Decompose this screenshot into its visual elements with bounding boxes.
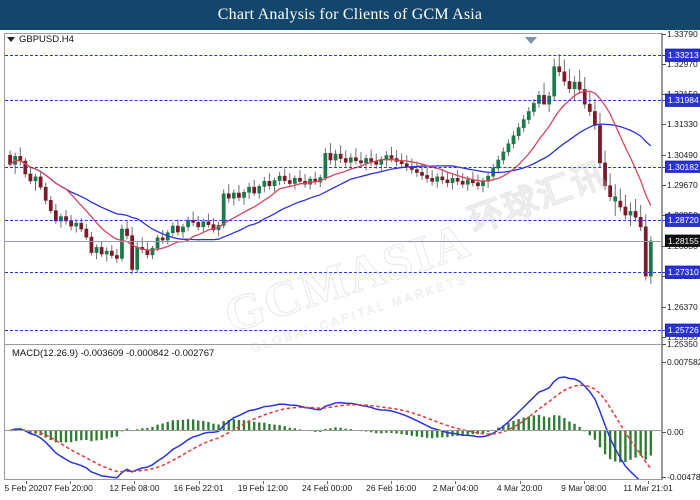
axis-tick <box>662 432 666 434</box>
macd-zero-line <box>5 430 661 432</box>
time-axis-label: 11 Mar 21:01 <box>623 483 673 493</box>
chart-marker-arrow[interactable] <box>525 37 537 44</box>
price-level-label[interactable]: 1.25726 <box>665 323 700 337</box>
level-line <box>5 330 661 332</box>
price-level-label[interactable]: 1.30182 <box>665 160 700 173</box>
axis-tick <box>662 185 666 187</box>
time-axis-label: 5 Feb 2020 <box>4 483 48 493</box>
level-line <box>5 55 661 57</box>
candlestick-series <box>8 54 653 285</box>
axis-tick <box>662 55 666 57</box>
time-axis-tick <box>583 481 585 484</box>
axis-tick-label: 1.31330 <box>667 119 698 130</box>
time-axis-tick <box>391 481 393 484</box>
axis-tick <box>662 276 666 278</box>
triangle-down-icon <box>7 37 15 42</box>
price-level-label[interactable]: 1.31984 <box>665 94 700 107</box>
time-axis-tick <box>648 481 649 484</box>
pane-divider <box>4 344 662 345</box>
time-axis-tick <box>70 481 72 484</box>
axis-tick <box>662 215 666 217</box>
axis-tick <box>662 124 666 126</box>
time-axis-label: 2 Mar 04:00 <box>432 483 479 493</box>
time-axis-label: 26 Feb 16:00 <box>366 483 417 493</box>
price-level-label[interactable]: 1.28720 <box>665 213 700 227</box>
axis-tick <box>662 245 666 247</box>
time-axis-label: 12 Feb 08:00 <box>109 483 160 493</box>
price-level-label[interactable]: 1.27310 <box>665 265 700 279</box>
current-price-line <box>5 240 661 242</box>
time-axis-tick <box>262 481 264 484</box>
axis-tick-label: 1.25350 <box>667 339 698 349</box>
plot-border <box>4 33 662 480</box>
symbol-selector[interactable]: GBPUSD.H4 <box>6 34 77 45</box>
axis-tick <box>662 477 666 478</box>
time-axis-label: 7 Feb 20:00 <box>47 483 93 493</box>
title-bar: Chart Analysis for Clients of GCM Asia <box>0 0 700 30</box>
time-axis-tick <box>134 481 136 484</box>
price-pane[interactable] <box>5 34 661 344</box>
chart-frame: GBPUSD.H4 GCMASIA GLOBAL CAPITAL MARKETS… <box>0 30 700 500</box>
axis-tick <box>662 344 666 345</box>
time-axis-tick <box>26 481 27 484</box>
time-axis-tick <box>327 481 328 484</box>
macd-axis-label: 0.00 <box>667 427 684 438</box>
level-line <box>5 272 661 273</box>
axis-tick-label: 1.29670 <box>667 180 698 191</box>
axis-tick <box>662 336 666 338</box>
axis-tick-label: 1.30490 <box>667 150 698 161</box>
level-line <box>5 166 661 168</box>
axis-tick <box>662 94 666 96</box>
axis-tick <box>662 306 666 308</box>
time-axis-tick <box>455 481 457 484</box>
time-axis-label: 9 Mar 08:00 <box>561 483 607 493</box>
axis-tick <box>662 362 666 363</box>
price-level-label[interactable]: 1.33213 <box>665 48 700 62</box>
time-axis-label: 4 Mar 20:00 <box>496 483 543 493</box>
time-axis-tick <box>198 481 200 484</box>
time-axis-tick <box>519 481 521 484</box>
macd-axis-label: 0.007582 <box>667 357 700 367</box>
axis-tick-label: 1.25550 <box>667 331 698 342</box>
time-axis-label: 19 Feb 12:00 <box>237 483 288 493</box>
time-axis-label: 24 Feb 00:00 <box>301 483 353 493</box>
level-line <box>5 220 661 222</box>
axis-tick <box>662 155 666 157</box>
axis-tick <box>662 220 666 222</box>
symbol-label: GBPUSD.H4 <box>19 34 74 45</box>
axis-tick-label: 1.33790 <box>667 29 698 39</box>
macd-label: MACD(12.26.9) -0.003609 -0.000842 -0.002… <box>12 348 215 359</box>
axis-tick <box>662 100 666 102</box>
page-title: Chart Analysis for Clients of GCM Asia <box>217 6 483 23</box>
macd-series <box>9 376 653 479</box>
axis-tick-label: 1.26370 <box>667 301 698 312</box>
macd-axis-label: -0.004787 <box>667 472 700 482</box>
time-axis-label: 16 Feb 22:01 <box>173 483 224 493</box>
axis-tick <box>662 64 666 66</box>
level-line <box>5 100 661 102</box>
macd-pane[interactable]: MACD(12.26.9) -0.003609 -0.000842 -0.002… <box>5 346 661 479</box>
axis-tick <box>662 272 666 273</box>
axis-tick-label: 1.32970 <box>667 59 698 70</box>
axis-tick <box>662 330 666 332</box>
axis-tick <box>662 166 666 168</box>
price-axis[interactable]: 1.337901.329701.321501.313301.304901.296… <box>662 29 700 483</box>
axis-tick <box>662 34 666 35</box>
time-axis: 5 Feb 2020 7 Feb 20:00 12 Feb 08:00 16 Feb … <box>0 481 700 500</box>
current-price-label[interactable]: 1.28155 <box>665 234 700 248</box>
price-axis-line <box>662 33 663 480</box>
